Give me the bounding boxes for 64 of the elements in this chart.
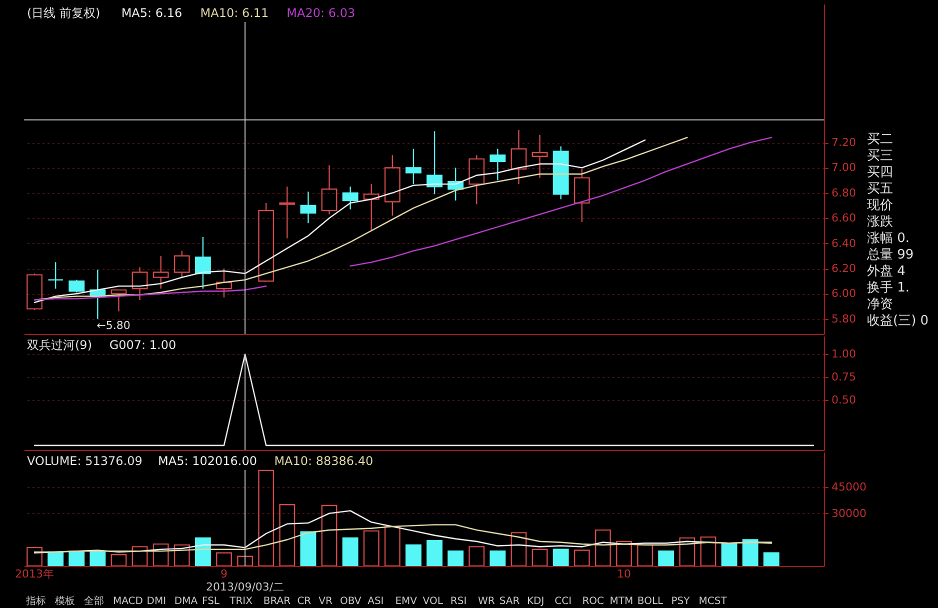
y-tick-label: 0.75 bbox=[832, 370, 856, 384]
text: EMV bbox=[395, 596, 418, 607]
text: 换手 1. bbox=[867, 280, 910, 296]
text: PSY bbox=[671, 596, 691, 607]
text: 涨幅 0. bbox=[867, 231, 910, 246]
text: MCST bbox=[698, 596, 728, 607]
y-tick-label: 1.00 bbox=[832, 348, 856, 361]
text: 模板 bbox=[55, 595, 75, 607]
text: DMA bbox=[174, 596, 198, 607]
text: 买五 bbox=[867, 182, 893, 196]
y-tick-label: 6.80 bbox=[832, 186, 856, 200]
y-tick-label: 7.20 bbox=[832, 136, 856, 150]
y-tick-label: 5.80 bbox=[832, 312, 856, 326]
text: MTM bbox=[610, 596, 634, 607]
x-tick-label: 9 bbox=[220, 568, 228, 580]
text: SAR bbox=[499, 596, 520, 607]
text: FSL bbox=[202, 596, 220, 607]
text: TRIX bbox=[228, 596, 253, 607]
text: BRAR bbox=[263, 596, 291, 607]
y-tick-label: 0.50 bbox=[832, 393, 856, 406]
x-tick-label: 2013/09/03/二 bbox=[206, 580, 284, 594]
x-tick-label: 10 bbox=[617, 568, 631, 580]
text: CCI bbox=[554, 596, 572, 607]
text: 买四 bbox=[867, 165, 893, 180]
text: MA20: 6.03 bbox=[286, 6, 356, 20]
text: MA5: 6.16 bbox=[121, 6, 182, 20]
text: 买三 bbox=[867, 148, 893, 164]
text: 指标 bbox=[25, 595, 46, 607]
text: 买二 bbox=[867, 132, 893, 147]
text: KDJ bbox=[527, 596, 544, 607]
chart-title: (日线 前复权) bbox=[27, 6, 100, 20]
text: 净资 bbox=[867, 297, 893, 312]
y-tick-label: 6.60 bbox=[832, 212, 856, 225]
text: VR bbox=[318, 596, 332, 607]
text: DMI bbox=[146, 596, 166, 607]
text: WR bbox=[478, 596, 495, 607]
x-tick-label: 2013年 bbox=[15, 568, 54, 580]
text: MA10: 6.11 bbox=[200, 6, 269, 20]
text: ASI bbox=[368, 596, 384, 607]
text: ROC bbox=[582, 596, 604, 607]
text: 涨跌 bbox=[867, 214, 893, 230]
y-tick-label: 6.20 bbox=[832, 262, 856, 276]
text: G007: 1.00 bbox=[109, 338, 176, 352]
text: 总量 99 bbox=[866, 248, 914, 262]
text: MA5: 102016.00 bbox=[158, 454, 257, 468]
text: 现价 bbox=[867, 198, 893, 213]
text: OBV bbox=[340, 596, 362, 607]
y-tick-label: 6.00 bbox=[832, 287, 856, 300]
annotation: ←5.80 bbox=[96, 318, 130, 332]
text: BOLL bbox=[637, 596, 664, 607]
text: 全部 bbox=[84, 595, 104, 607]
text: VOL bbox=[422, 596, 444, 607]
text: RSI bbox=[450, 596, 467, 607]
y-tick-label: 7.00 bbox=[832, 161, 856, 174]
text: MACD bbox=[113, 596, 144, 607]
y-tick-label: 6.40 bbox=[832, 236, 856, 250]
text: MA10: 88386.40 bbox=[274, 454, 374, 468]
chart-title: VOLUME: 51376.09 bbox=[27, 454, 142, 468]
text: 收益(三) 0 bbox=[867, 314, 929, 328]
text: 外盘 4 bbox=[867, 264, 906, 279]
chart-title: 双兵过河(9) bbox=[27, 338, 92, 352]
y-tick-label: 30000 bbox=[832, 506, 866, 520]
y-tick-label: 45000 bbox=[832, 480, 866, 494]
text: CR bbox=[297, 596, 312, 607]
